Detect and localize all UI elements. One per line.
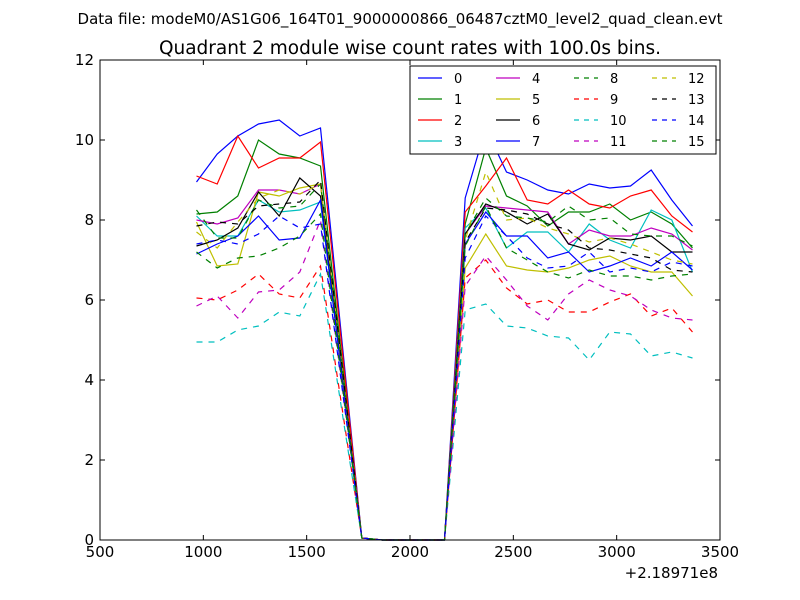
legend-label-5: 5	[532, 93, 540, 108]
x-tick-label: 500	[86, 543, 115, 561]
chart-suptitle: Data file: modeM0/AS1G06_164T01_90000008…	[78, 10, 723, 29]
legend-label-13: 13	[688, 93, 705, 108]
x-tick-label: 3500	[701, 543, 739, 561]
x-tick-label: 2000	[391, 543, 429, 561]
y-tick-label: 12	[75, 51, 94, 69]
legend-label-7: 7	[532, 135, 540, 150]
series-line-14	[196, 214, 693, 541]
legend-label-2: 2	[454, 114, 462, 129]
series-layer	[195, 119, 694, 541]
legend-label-6: 6	[532, 114, 540, 129]
legend-label-8: 8	[610, 72, 618, 87]
series-line-10	[196, 272, 693, 541]
series-line-11	[196, 217, 693, 541]
legend-label-0: 0	[454, 72, 462, 87]
series-line-8	[196, 182, 693, 541]
legend-label-3: 3	[454, 135, 462, 150]
x-tick-label: 2500	[494, 543, 532, 561]
legend-label-4: 4	[532, 72, 540, 87]
legend-label-11: 11	[610, 135, 627, 150]
legend-label-10: 10	[610, 114, 627, 129]
legend-label-15: 15	[688, 135, 705, 150]
y-tick-label: 6	[84, 291, 94, 309]
x-tick-label: 3000	[598, 543, 636, 561]
x-tick-label: 1500	[288, 543, 326, 561]
y-tick-label: 10	[75, 131, 94, 149]
x-tick-label: 1000	[184, 543, 222, 561]
legend-label-12: 12	[688, 72, 705, 87]
y-tick-label: 8	[84, 211, 94, 229]
y-tick-label: 2	[84, 451, 94, 469]
legend-label-9: 9	[610, 93, 618, 108]
x-offset-label: +2.18971e8	[625, 564, 718, 582]
chart-title: Quadrant 2 module wise count rates with …	[159, 38, 661, 59]
series-line-15	[196, 204, 693, 541]
legend-label-1: 1	[454, 93, 462, 108]
legend-label-14: 14	[688, 114, 705, 129]
y-tick-label: 4	[84, 371, 94, 389]
y-tick-label: 0	[84, 531, 94, 549]
legend-box	[409, 65, 717, 155]
